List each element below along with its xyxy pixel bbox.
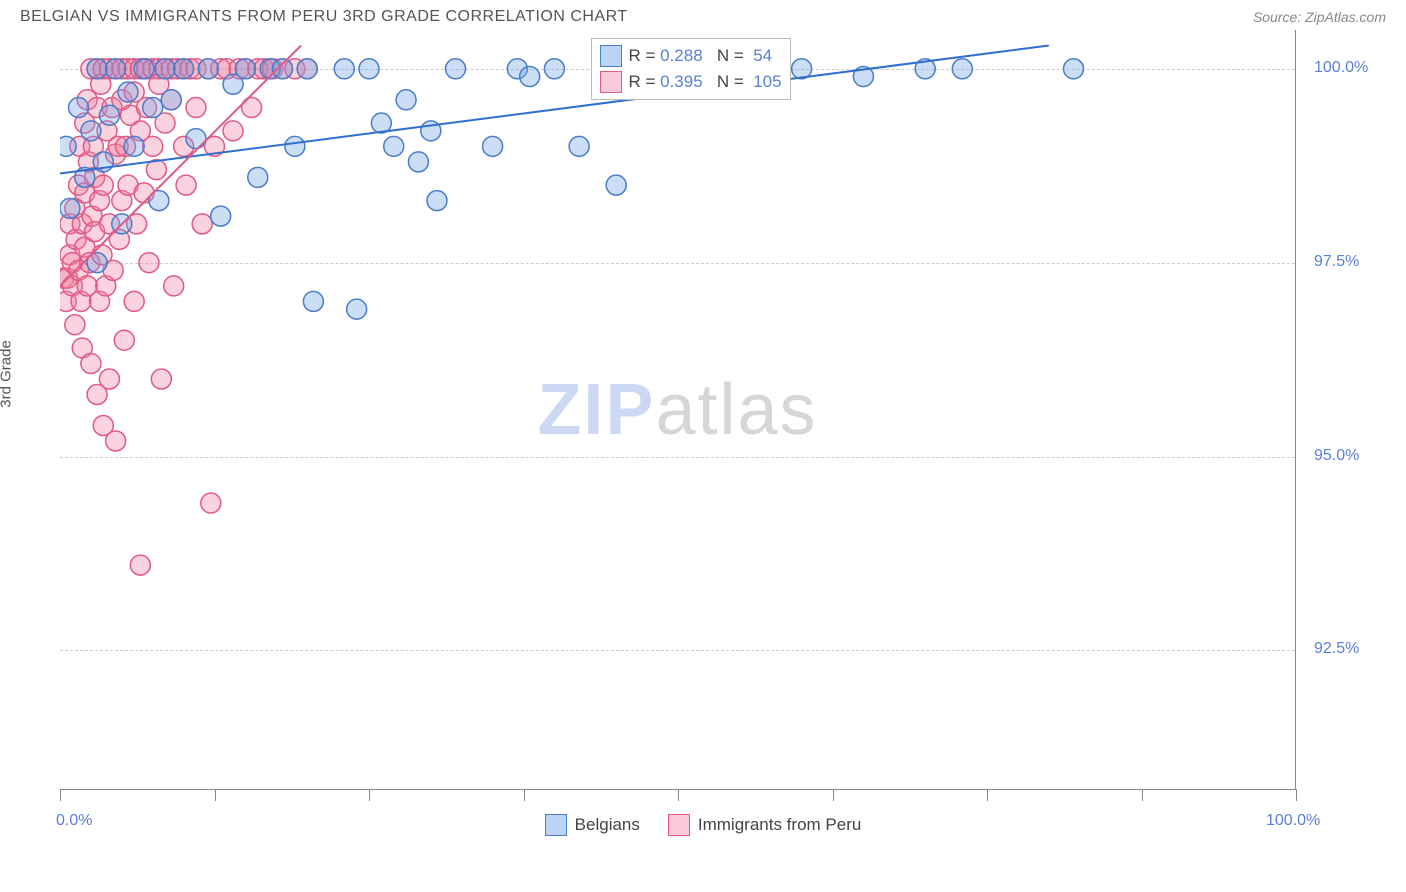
x-tick xyxy=(833,789,834,801)
data-point xyxy=(408,152,428,172)
data-point xyxy=(297,59,317,79)
data-point xyxy=(384,136,404,156)
data-point xyxy=(81,121,101,141)
bottom-legend-label: Immigrants from Peru xyxy=(698,815,861,835)
y-tick-label: 92.5% xyxy=(1314,640,1359,658)
bottom-legend-item: Belgians xyxy=(545,814,640,836)
data-point xyxy=(60,198,80,218)
data-point xyxy=(272,59,292,79)
chart-title: BELGIAN VS IMMIGRANTS FROM PERU 3RD GRAD… xyxy=(20,8,628,26)
x-tick xyxy=(1142,789,1143,801)
data-point xyxy=(201,493,221,513)
data-point xyxy=(520,67,540,87)
data-point xyxy=(569,136,589,156)
data-point xyxy=(174,59,194,79)
data-point xyxy=(223,121,243,141)
data-point xyxy=(1064,59,1084,79)
data-point xyxy=(60,136,76,156)
y-tick-label: 97.5% xyxy=(1314,253,1359,271)
data-point xyxy=(143,136,163,156)
y-tick-label: 100.0% xyxy=(1314,59,1368,77)
legend-stats-text: R = 0.395 N = 105 xyxy=(628,72,781,92)
legend-swatch xyxy=(668,814,690,836)
stats-legend: R = 0.288 N = 54 R = 0.395 N = 105 xyxy=(591,38,790,100)
data-point xyxy=(161,90,181,110)
legend-stats-text: R = 0.288 N = 54 xyxy=(628,46,772,66)
data-point xyxy=(155,59,175,79)
data-point xyxy=(186,129,206,149)
bottom-legend-label: Belgians xyxy=(575,815,640,835)
x-tick-label: 100.0% xyxy=(1266,812,1320,830)
stats-legend-row: R = 0.288 N = 54 xyxy=(600,43,781,69)
stats-legend-row: R = 0.395 N = 105 xyxy=(600,69,781,95)
scatter-svg xyxy=(60,30,1296,790)
data-point xyxy=(285,136,305,156)
data-point xyxy=(65,315,85,335)
y-axis-label: 3rd Grade xyxy=(0,340,15,408)
data-point xyxy=(334,59,354,79)
data-point xyxy=(151,369,171,389)
bottom-legend-item: Immigrants from Peru xyxy=(668,814,861,836)
data-point xyxy=(139,253,159,273)
data-point xyxy=(118,82,138,102)
bottom-legend: Belgians Immigrants from Peru xyxy=(20,790,1386,836)
data-point xyxy=(198,59,218,79)
data-point xyxy=(186,98,206,118)
data-point xyxy=(427,191,447,211)
data-point xyxy=(544,59,564,79)
x-tick xyxy=(678,789,679,801)
data-point xyxy=(134,59,154,79)
data-point xyxy=(303,291,323,311)
data-point xyxy=(606,175,626,195)
x-tick xyxy=(524,789,525,801)
data-point xyxy=(69,98,89,118)
legend-swatch xyxy=(545,814,567,836)
legend-swatch xyxy=(600,45,622,67)
data-point xyxy=(99,369,119,389)
data-point xyxy=(106,59,126,79)
data-point xyxy=(952,59,972,79)
data-point xyxy=(396,90,416,110)
x-tick xyxy=(987,789,988,801)
data-point xyxy=(347,299,367,319)
data-point xyxy=(248,167,268,187)
data-point xyxy=(124,136,144,156)
data-point xyxy=(211,206,231,226)
legend-swatch xyxy=(600,71,622,93)
x-tick-label: 0.0% xyxy=(56,812,92,830)
chart-header: BELGIAN VS IMMIGRANTS FROM PERU 3RD GRAD… xyxy=(0,0,1406,30)
data-point xyxy=(235,59,255,79)
x-tick xyxy=(60,789,61,801)
data-point xyxy=(106,431,126,451)
data-point xyxy=(446,59,466,79)
chart-source: Source: ZipAtlas.com xyxy=(1253,9,1386,25)
y-tick-label: 95.0% xyxy=(1314,447,1359,465)
x-tick xyxy=(215,789,216,801)
data-point xyxy=(143,98,163,118)
plot-area: ZIPatlas 92.5%95.0%97.5%100.0%0.0%100.0%… xyxy=(60,30,1296,790)
data-point xyxy=(164,276,184,296)
data-point xyxy=(124,291,144,311)
x-tick xyxy=(369,789,370,801)
data-point xyxy=(93,175,113,195)
chart-container: 3rd Grade ZIPatlas 92.5%95.0%97.5%100.0%… xyxy=(0,30,1406,836)
data-point xyxy=(99,105,119,125)
data-point xyxy=(176,175,196,195)
x-tick xyxy=(1296,789,1297,801)
data-point xyxy=(483,136,503,156)
data-point xyxy=(359,59,379,79)
data-point xyxy=(130,555,150,575)
data-point xyxy=(192,214,212,234)
data-point xyxy=(87,59,107,79)
data-point xyxy=(114,330,134,350)
data-point xyxy=(81,353,101,373)
